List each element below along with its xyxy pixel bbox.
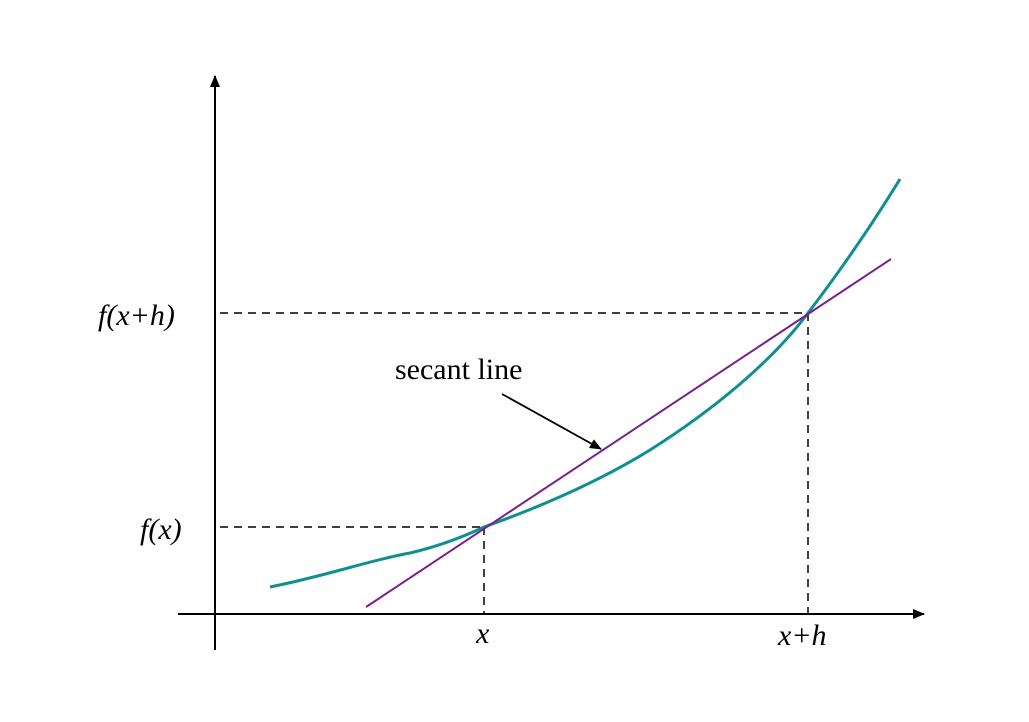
x-tick-label: x	[475, 617, 490, 650]
function-curve	[269, 178, 902, 589]
secant-line	[365, 258, 892, 608]
secant-pointer-arrow	[501, 393, 602, 450]
secant-label: secant line	[395, 353, 522, 386]
fxh-label: f(x+h)	[98, 299, 175, 332]
xh-tick-label: x+h	[777, 619, 827, 652]
fx-label: f(x)	[140, 513, 182, 546]
